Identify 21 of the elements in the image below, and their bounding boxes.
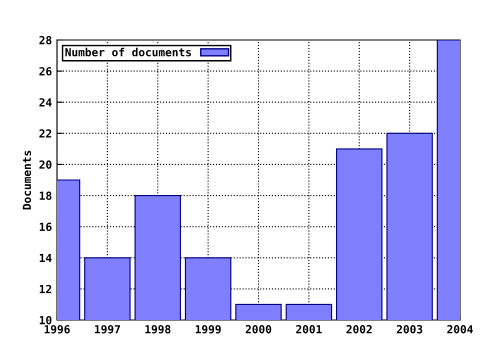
y-tick-label: 20 — [39, 160, 52, 169]
y-tick-label: 12 — [40, 284, 52, 294]
y-tick-label: 22 — [39, 129, 52, 138]
x-tick-label: 2002 — [346, 325, 372, 334]
y-tick-label: 14 — [40, 254, 52, 262]
x-tick-label: 2004 — [447, 325, 473, 334]
y-tick-label: 26 — [39, 67, 52, 76]
x-tick-label: 1998 — [145, 325, 170, 334]
y-axis-title: Documents — [22, 150, 32, 210]
y-tick-label: 28 — [39, 36, 52, 44]
y-tick-label: 10 — [40, 316, 52, 324]
y-tick-label: 24 — [39, 98, 52, 106]
y-tick-label: 16 — [40, 222, 52, 232]
x-tick-label: 1996 — [44, 325, 70, 334]
x-tick-label: 2001 — [296, 325, 322, 334]
x-tick-label: 2000 — [246, 325, 272, 334]
x-tick-label: 2003 — [396, 325, 422, 334]
legend-label: Number of documents — [65, 48, 191, 56]
y-tick-label: 18 — [40, 192, 52, 200]
x-tick-label: 1999 — [196, 325, 221, 334]
x-tick-label: 1997 — [95, 325, 120, 334]
